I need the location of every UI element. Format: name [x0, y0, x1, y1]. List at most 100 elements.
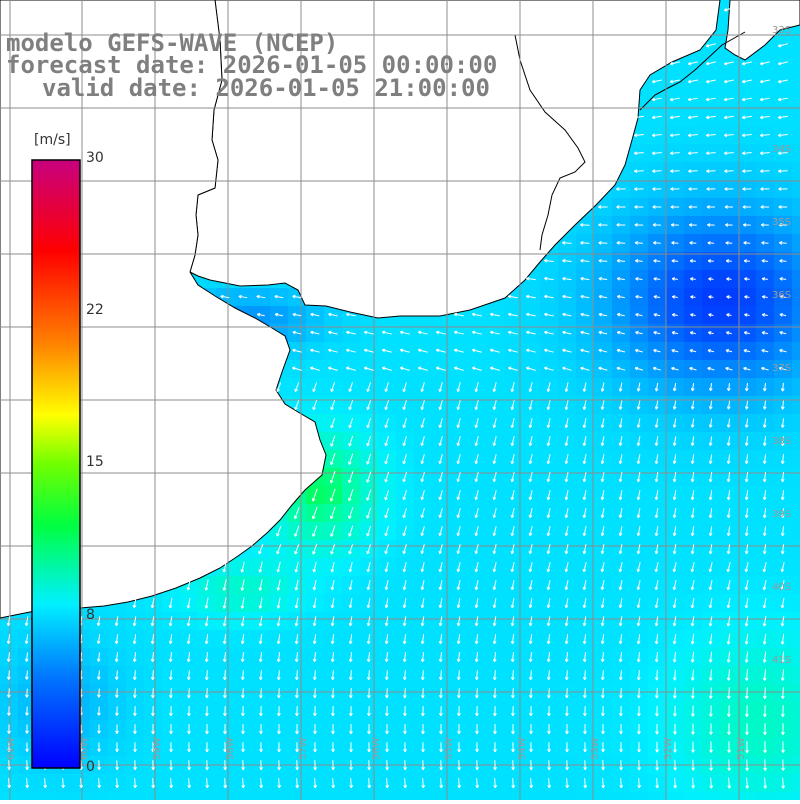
field-cell	[792, 288, 800, 307]
field-cell	[792, 306, 800, 325]
field-cell	[594, 792, 613, 800]
field-cell	[792, 198, 800, 217]
colorbar-tick-15: 15	[86, 454, 104, 470]
field-cell	[108, 792, 127, 800]
colorbar-unit: [m/s]	[34, 132, 71, 148]
colorbar-tick-30: 30	[86, 150, 104, 166]
field-cell	[792, 450, 800, 469]
field-cell	[144, 792, 163, 800]
field-cell	[216, 792, 235, 800]
field-cell	[486, 792, 505, 800]
field-cell	[738, 792, 757, 800]
field-cell	[792, 54, 800, 73]
field-cell	[414, 792, 433, 800]
field-cell	[792, 108, 800, 127]
colorbar-tick-8: 8	[86, 607, 95, 623]
lon-label: 56W	[371, 737, 382, 760]
colorbar	[32, 160, 80, 768]
field-cell	[684, 792, 703, 800]
field-cell	[468, 792, 487, 800]
field-cell	[792, 594, 800, 613]
lon-label: 54W	[517, 737, 528, 760]
field-cell	[432, 792, 451, 800]
field-cell	[342, 792, 361, 800]
field-cell	[792, 666, 800, 685]
field-cell	[792, 522, 800, 541]
lat-label: 39S	[772, 509, 791, 520]
field-cell	[792, 648, 800, 667]
field-cell	[36, 792, 55, 800]
field-cell	[792, 342, 800, 361]
field-cell	[612, 792, 631, 800]
field-cell	[576, 792, 595, 800]
field-cell	[792, 558, 800, 577]
field-cell	[666, 792, 685, 800]
field-cell	[774, 792, 793, 800]
field-cell	[792, 162, 800, 181]
field-cell	[792, 180, 800, 199]
field-cell	[792, 36, 800, 55]
field-cell	[792, 774, 800, 793]
field-cell	[72, 792, 91, 800]
field-cell	[54, 792, 73, 800]
field-cell	[792, 540, 800, 559]
lat-label: 35S	[772, 217, 791, 228]
lon-label: 53W	[590, 737, 601, 760]
field-cell	[792, 90, 800, 109]
lon-label: 58W	[225, 737, 236, 760]
field-cell	[558, 792, 577, 800]
lat-label: 36S	[772, 290, 791, 301]
field-cell	[126, 792, 145, 800]
lon-label: 57W	[298, 737, 309, 760]
field-cell	[792, 630, 800, 649]
field-cell	[792, 576, 800, 595]
field-cell	[792, 468, 800, 487]
field-cell	[0, 792, 19, 800]
lon-label: 55W	[444, 737, 455, 760]
field-cell	[792, 144, 800, 163]
field-cell	[450, 792, 469, 800]
field-cell	[792, 270, 800, 289]
lat-label: 37S	[772, 363, 791, 374]
field-cell	[792, 396, 800, 415]
field-cell	[18, 792, 37, 800]
field-cell	[252, 792, 271, 800]
field-cell	[648, 792, 667, 800]
lon-label: 61W	[6, 737, 17, 760]
field-cell	[792, 612, 800, 631]
field-cell	[360, 792, 379, 800]
field-cell	[180, 792, 199, 800]
title-valid-date: valid date: 2026-01-05 21:00:00	[42, 76, 490, 100]
field-cell	[792, 378, 800, 397]
field-cell	[792, 72, 800, 91]
field-cell	[792, 360, 800, 379]
field-cell	[162, 792, 181, 800]
field-cell	[792, 216, 800, 235]
field-cell	[324, 792, 343, 800]
field-cell	[540, 792, 559, 800]
field-cell	[792, 126, 800, 145]
field-cell	[792, 738, 800, 757]
lat-label: 41S	[772, 655, 791, 666]
field-cell	[306, 792, 325, 800]
field-cell	[90, 792, 109, 800]
field-cell	[792, 684, 800, 703]
field-cell	[792, 504, 800, 523]
lat-label: 34S	[772, 144, 791, 155]
field-cell	[792, 486, 800, 505]
field-cell	[792, 432, 800, 451]
lon-label: 52W	[663, 737, 674, 760]
colorbar-tick-0: 0	[86, 759, 95, 775]
field-cell	[756, 792, 775, 800]
field-cell	[630, 792, 649, 800]
field-cell	[702, 792, 721, 800]
field-cell	[792, 702, 800, 721]
field-cell	[792, 720, 800, 739]
colorbar-tick-22: 22	[86, 302, 104, 318]
field-cell	[792, 234, 800, 253]
field-cell	[198, 792, 217, 800]
field-cell	[270, 792, 289, 800]
lon-label: 51W	[736, 737, 747, 760]
